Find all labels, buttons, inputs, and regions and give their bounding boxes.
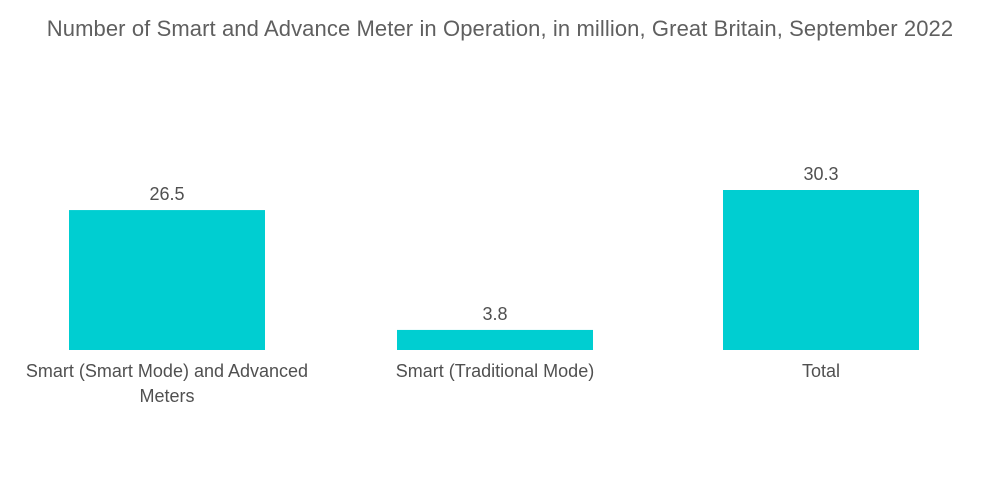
- bar-2: [723, 190, 919, 350]
- data-label-1: 3.8: [482, 304, 507, 324]
- category-label-2: Total: [802, 361, 840, 381]
- data-label-2: 30.3: [803, 164, 838, 184]
- chart-title: Number of Smart and Advance Meter in Ope…: [46, 16, 954, 41]
- category-label-0-line-1: Meters: [139, 386, 194, 406]
- category-label-0-line-0: Smart (Smart Mode) and Advanced: [26, 361, 308, 381]
- bar-0: [69, 210, 265, 350]
- data-label-0: 26.5: [149, 184, 184, 204]
- bar-1: [397, 329, 593, 350]
- category-label-1: Smart (Traditional Mode): [396, 361, 594, 381]
